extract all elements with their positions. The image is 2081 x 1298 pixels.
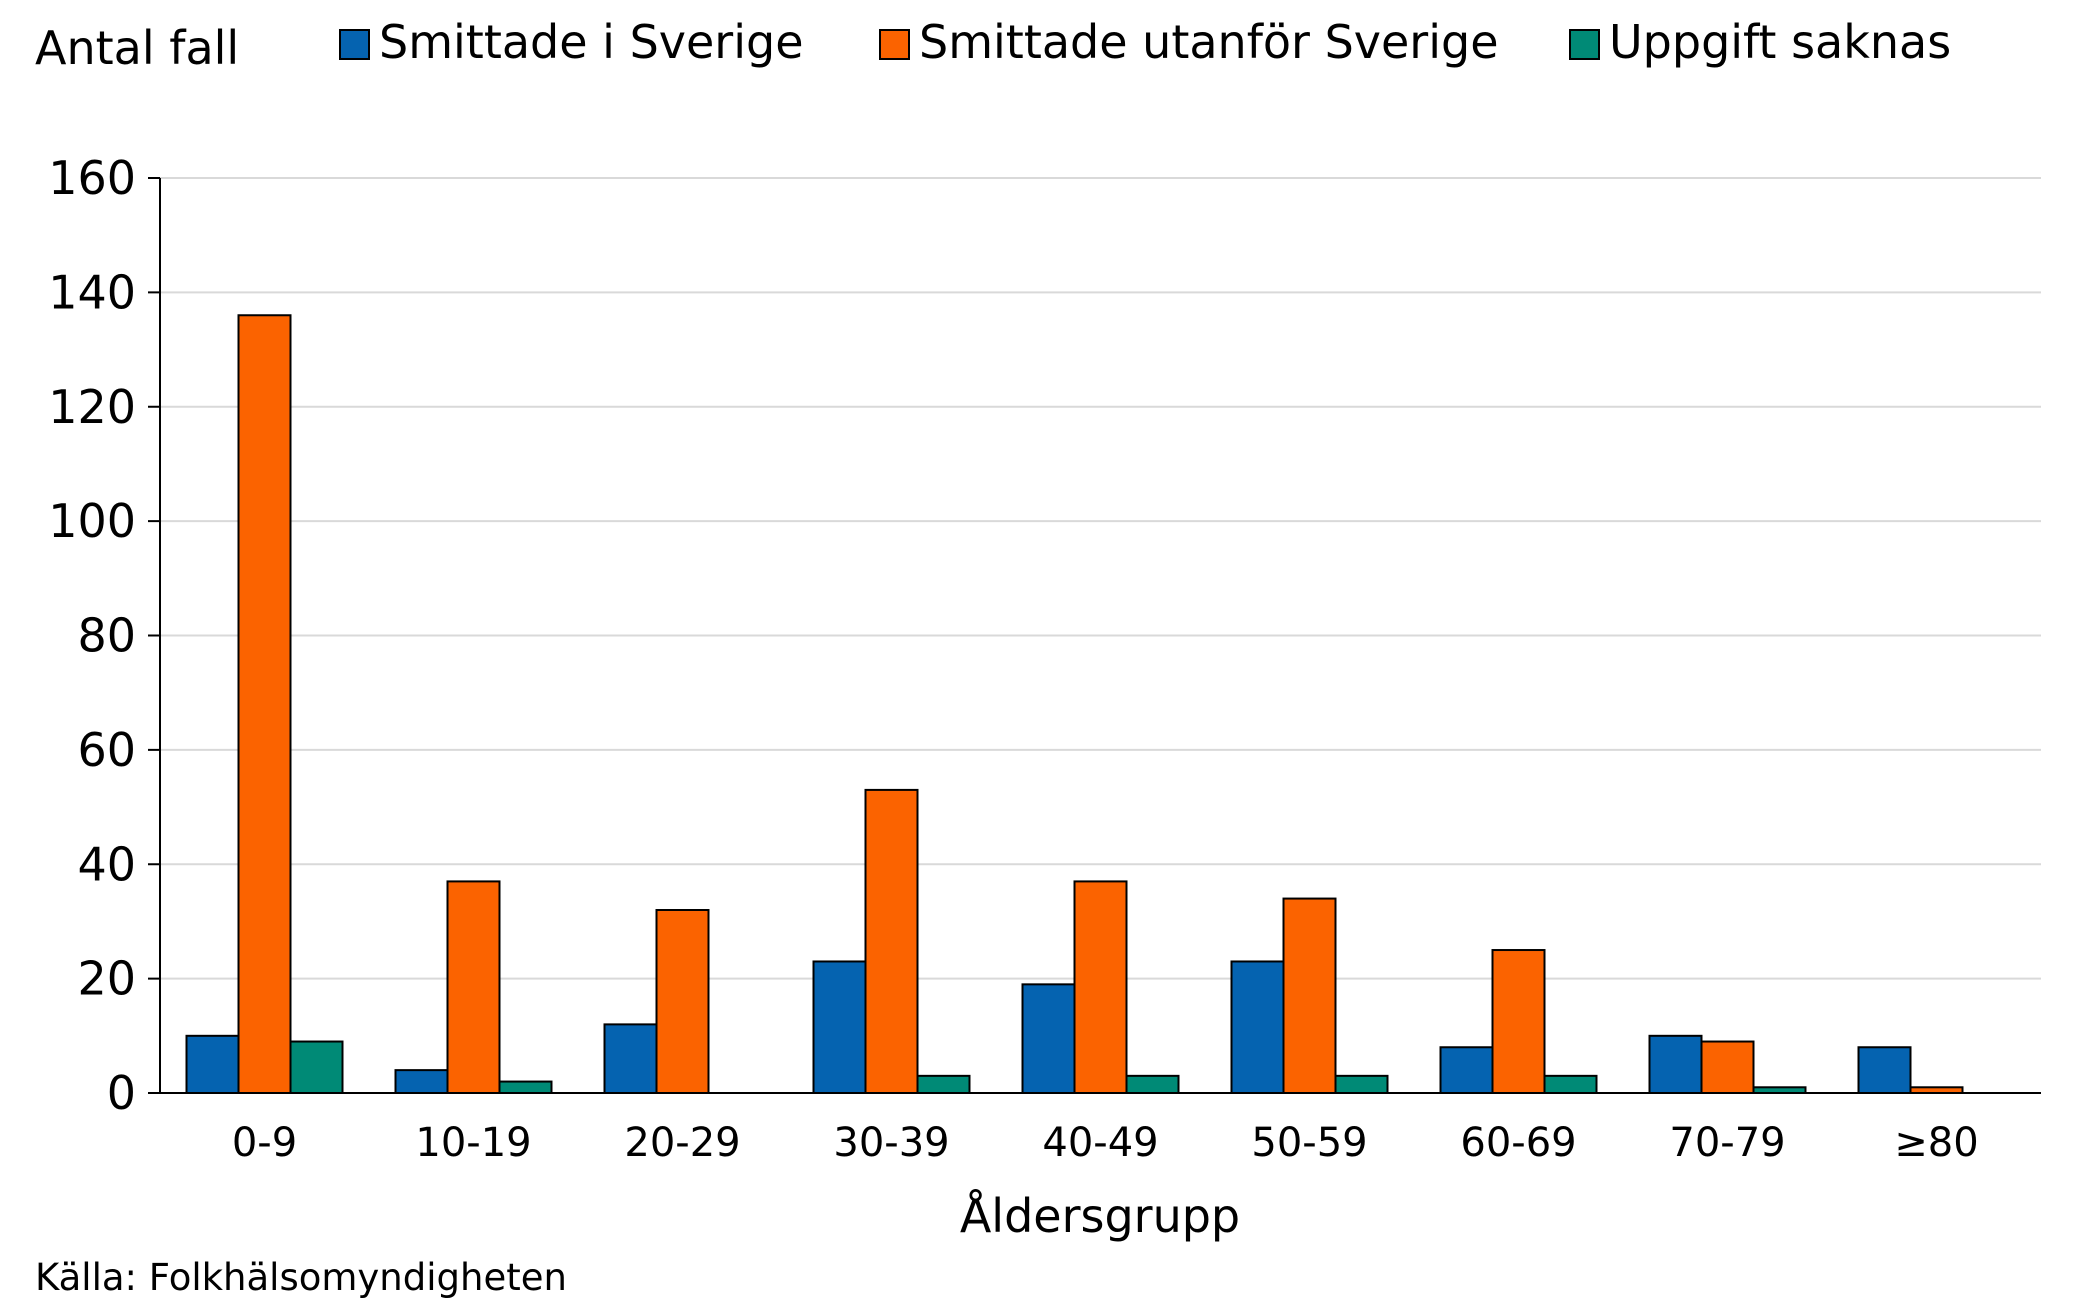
x-tick-label: 40-49 [1042, 1120, 1158, 1166]
x-tick-labels: 0-9 10-19 20-29 30-39 40-49 50-59 60-69 70-79 ≥8… [232, 1120, 1979, 1166]
x-tick-label: 70-79 [1669, 1120, 1785, 1166]
x-tick-label: 60-69 [1460, 1120, 1576, 1166]
bar [185, 1034, 240, 1094]
bar [394, 1069, 449, 1094]
bar [1543, 1074, 1598, 1094]
bar [289, 1040, 344, 1094]
y-tick-label: 20 [77, 952, 136, 1006]
bar [1073, 880, 1128, 1094]
legend-swatch [1569, 29, 1600, 60]
bar [446, 880, 501, 1094]
y-tick-label: 40 [77, 837, 136, 891]
bar [1334, 1074, 1389, 1094]
legend: Smittade i Sverige Smittade utanför Sveri… [339, 15, 1951, 69]
gridlines [160, 177, 2041, 980]
x-tick-label: ≥80 [1894, 1120, 1978, 1166]
y-tick-label: 140 [48, 265, 136, 319]
x-tick-label: 50-59 [1251, 1120, 1367, 1166]
legend-label: Uppgift saknas [1609, 15, 1951, 69]
bars [185, 314, 1964, 1094]
x-tick-label: 10-19 [415, 1120, 531, 1166]
bar [237, 314, 292, 1094]
y-tick-label: 100 [48, 494, 136, 548]
x-axis-label: Åldersgrupp [960, 1189, 1240, 1243]
y-tick-label: 160 [48, 151, 136, 205]
legend-swatch [879, 29, 910, 60]
bar [1439, 1046, 1494, 1094]
bar [603, 1023, 658, 1094]
axes [148, 177, 2041, 1094]
bar [1648, 1034, 1703, 1094]
bar [1230, 960, 1285, 1094]
bar [1700, 1040, 1755, 1094]
y-tick-label: 60 [77, 723, 136, 777]
x-tick-label: 30-39 [833, 1120, 949, 1166]
source-note: Källa: Folkhälsomyndigheten [35, 1256, 567, 1298]
y-tick-label: 80 [77, 609, 136, 663]
legend-swatch [339, 29, 370, 60]
legend-label: Smittade utanför Sverige [919, 15, 1499, 69]
bar [864, 788, 919, 1094]
bar [916, 1074, 971, 1094]
bar [1021, 983, 1076, 1094]
bar [1125, 1074, 1180, 1094]
bar [498, 1080, 553, 1094]
y-tick-labels: 0 20 40 60 80 100 120 140 160 [48, 151, 136, 1120]
y-tick-label: 0 [107, 1066, 136, 1120]
legend-label: Smittade i Sverige [379, 15, 804, 69]
bar [1282, 897, 1337, 1094]
x-tick-label: 0-9 [232, 1120, 297, 1166]
x-tick-label: 20-29 [624, 1120, 740, 1166]
bar [1857, 1046, 1912, 1094]
y-axis-label: Antal fall [35, 21, 239, 75]
bar [655, 909, 710, 1094]
bar [1491, 949, 1546, 1094]
bar [812, 960, 867, 1094]
y-tick-label: 120 [48, 380, 136, 434]
